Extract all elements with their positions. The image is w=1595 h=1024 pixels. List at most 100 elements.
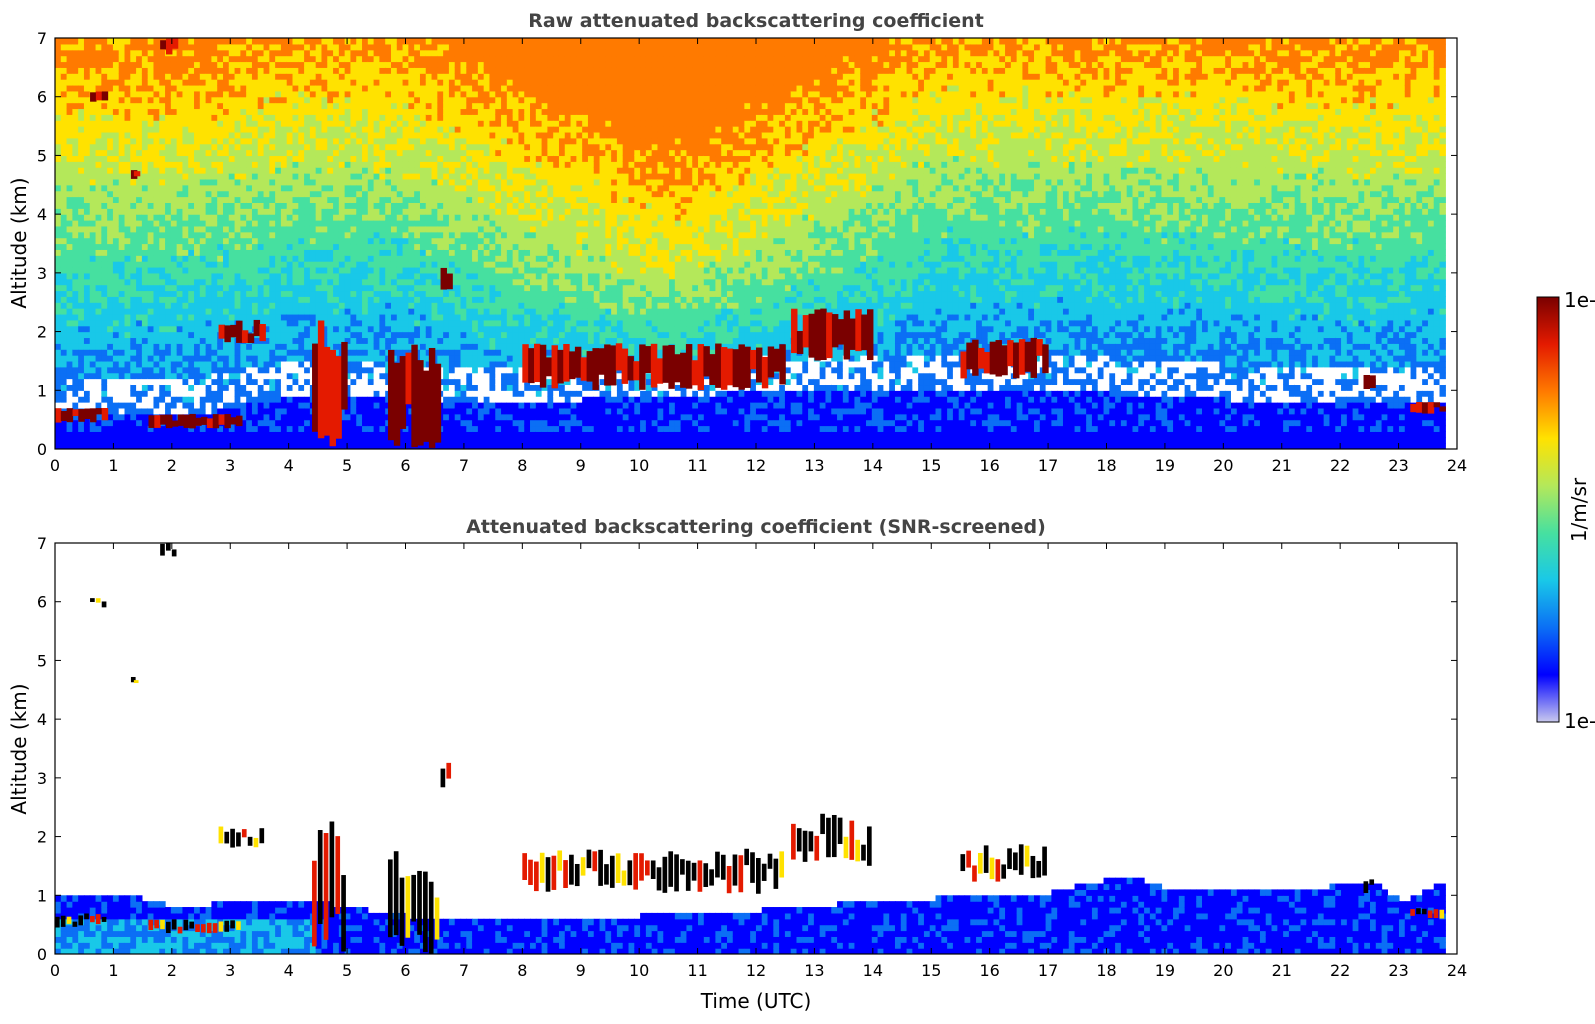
heatmap-cell [235, 97, 241, 103]
heatmap-cell [362, 85, 368, 91]
heatmap-cell [449, 50, 455, 56]
heatmap-cell [420, 332, 426, 338]
heatmap-cell [408, 97, 414, 103]
heatmap-cell [287, 144, 293, 150]
heatmap-cell [420, 220, 426, 226]
heatmap-cell [345, 138, 351, 144]
heatmap-cell [235, 220, 241, 226]
heatmap-cell [403, 138, 409, 144]
heatmap-cell [171, 208, 177, 214]
heatmap-cell [356, 238, 362, 244]
heatmap-cell [194, 332, 200, 338]
heatmap-cell [113, 314, 119, 320]
heatmap-cell [90, 244, 96, 250]
heatmap-cell [159, 273, 165, 279]
heatmap-cell [101, 384, 107, 390]
heatmap-cell [142, 373, 148, 379]
heatmap-cell [461, 337, 467, 343]
heatmap-cell [84, 320, 90, 326]
heatmap-cell [258, 226, 264, 232]
heatmap-cell [194, 244, 200, 250]
heatmap-cell [240, 396, 246, 402]
heatmap-cell [119, 38, 125, 44]
heatmap-cell [350, 255, 356, 261]
heatmap-cell [304, 132, 310, 138]
heatmap-cell [55, 308, 61, 314]
heatmap-cell [287, 437, 293, 443]
heatmap-cell [78, 73, 84, 79]
heatmap-cell [153, 320, 159, 326]
heatmap-cell [177, 320, 183, 326]
heatmap-cell [113, 97, 119, 103]
heatmap-cell [55, 343, 61, 349]
heatmap-cell [159, 308, 165, 314]
heatmap-cell [287, 232, 293, 238]
heatmap-cell [246, 220, 252, 226]
heatmap-cell [153, 326, 159, 332]
heatmap-cell [90, 355, 96, 361]
heatmap-cell [188, 332, 194, 338]
heatmap-cell [84, 120, 90, 126]
heatmap-cell [461, 414, 467, 420]
heatmap-cell [153, 390, 159, 396]
heatmap-cell [142, 355, 148, 361]
heatmap-cell [374, 220, 380, 226]
heatmap-cell [275, 91, 281, 97]
heatmap-cell [182, 173, 188, 179]
heatmap-cell [466, 431, 472, 437]
heatmap-cell [310, 197, 316, 203]
heatmap-cell [403, 437, 409, 443]
heatmap-cell [113, 285, 119, 291]
heatmap-cell [339, 38, 345, 44]
heatmap-cell [148, 273, 154, 279]
heatmap-cell [229, 132, 235, 138]
heatmap-cell [90, 173, 96, 179]
heatmap-cell [90, 255, 96, 261]
heatmap-cell [113, 85, 119, 91]
heatmap-cell [125, 38, 131, 44]
heatmap-cell [374, 414, 380, 420]
heatmap-cell [136, 349, 142, 355]
heatmap-cell [455, 373, 461, 379]
heatmap-cell [397, 326, 403, 332]
heatmap-cell [84, 396, 90, 402]
heatmap-cell [362, 191, 368, 197]
heatmap-cell [119, 126, 125, 132]
heatmap-cell [310, 167, 316, 173]
heatmap-cell [281, 402, 287, 408]
heatmap-cell [287, 185, 293, 191]
heatmap-cell [165, 244, 171, 250]
heatmap-cell [67, 337, 73, 343]
heatmap-cell [136, 61, 142, 67]
heatmap-cell [321, 161, 327, 167]
heatmap-cell [182, 232, 188, 238]
heatmap-cell [298, 138, 304, 144]
heatmap-cell [437, 138, 443, 144]
heatmap-cell [333, 150, 339, 156]
heatmap-cell [148, 373, 154, 379]
heatmap-cell [293, 320, 299, 326]
heatmap-cell [391, 73, 397, 79]
heatmap-cell [281, 390, 287, 396]
heatmap-cell [72, 138, 78, 144]
heatmap-cell [200, 273, 206, 279]
heatmap-cell [165, 332, 171, 338]
heatmap-cell [304, 296, 310, 302]
heatmap-cell [432, 261, 438, 267]
heatmap-cell [182, 367, 188, 373]
heatmap-cell [461, 202, 467, 208]
heatmap-cell [316, 97, 322, 103]
heatmap-cell [350, 267, 356, 273]
heatmap-cell [437, 226, 443, 232]
heatmap-cell [90, 343, 96, 349]
heatmap-cell [397, 161, 403, 167]
heatmap-cell [159, 197, 165, 203]
heatmap-cell [403, 91, 409, 97]
heatmap-cell [61, 167, 67, 173]
heatmap-cell [159, 61, 165, 67]
heatmap-cell [153, 161, 159, 167]
heatmap-cell [269, 420, 275, 426]
heatmap-cell [113, 56, 119, 62]
heatmap-cell [455, 208, 461, 214]
heatmap-cell [67, 279, 73, 285]
